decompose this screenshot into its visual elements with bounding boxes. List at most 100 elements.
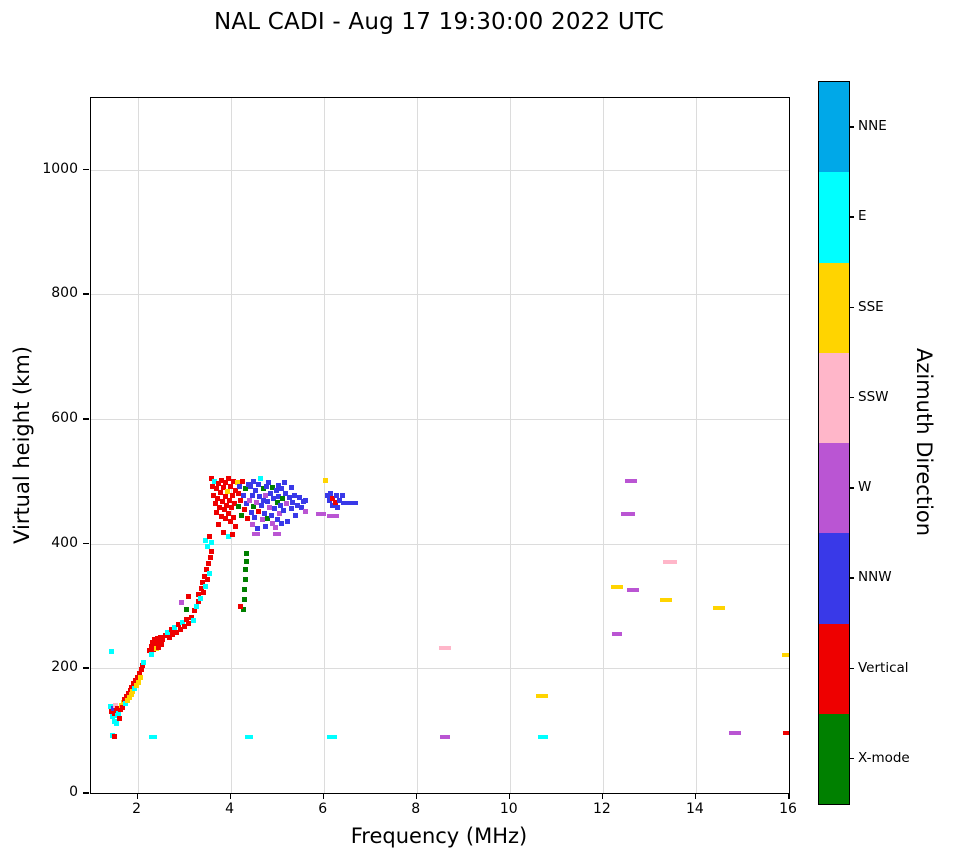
data-point [219,498,225,504]
x-tick [322,793,325,799]
data-point [330,496,336,502]
data-point [111,711,117,717]
data-point [135,674,141,680]
data-point [181,624,187,630]
data-point [260,486,266,492]
data-point [250,522,256,528]
data-point [228,519,234,525]
data-point [241,492,247,498]
data-point [438,646,451,651]
data-point [439,734,450,739]
data-point [621,511,636,516]
data-point [286,495,292,501]
data-point [232,487,238,493]
data-point [271,506,277,512]
x-tick [229,793,232,799]
y-tick-label: 600 [51,410,78,426]
data-point [202,538,208,544]
y-tick [83,168,89,171]
data-point [242,506,248,512]
data-point [279,521,285,527]
x-tick-label: 2 [132,801,141,817]
gridline-vertical [509,98,511,793]
y-tick [83,542,89,545]
data-point [136,670,142,676]
data-point [207,533,213,539]
data-point [323,477,329,483]
data-point [230,531,236,537]
data-point [713,605,726,610]
data-point [234,480,240,486]
data-point [230,478,236,484]
gridline-horizontal [91,294,789,296]
data-point [332,500,338,506]
x-tick-label: 6 [318,801,328,817]
data-point [259,517,265,523]
data-point [262,492,268,498]
data-point [224,502,230,508]
data-point [213,500,219,506]
data-point [611,632,622,637]
gridline-horizontal [91,668,789,670]
data-point [290,500,296,506]
data-point [147,648,153,654]
colorbar-segment [819,713,849,804]
data-point [195,598,201,604]
data-point [258,502,264,508]
data-point [174,629,180,635]
colorbar-tick-label: E [858,208,867,225]
data-point [782,730,789,735]
data-point [254,500,260,506]
data-point [263,523,269,529]
data-point [265,516,271,522]
data-point [284,518,290,524]
data-point [217,490,223,496]
data-point [264,483,270,489]
data-point [153,645,159,651]
data-point [179,619,185,625]
data-point [201,589,207,595]
data-point [124,698,130,704]
data-point [536,694,549,699]
data-point [223,516,229,522]
data-point [215,496,221,502]
data-point [273,487,279,493]
data-point [281,507,287,513]
data-point [108,704,114,710]
data-point [193,603,199,609]
data-point [293,512,299,518]
x-axis-label: Frequency (MHz) [350,824,528,848]
colorbar-segment [819,533,849,624]
data-point [202,573,208,579]
y-tick-label: 1000 [42,160,78,177]
data-point [210,483,216,489]
data-point [216,522,222,528]
data-point [270,496,276,502]
data-point [126,695,132,701]
data-point [298,505,304,511]
data-point [130,688,136,694]
data-point [335,505,341,511]
data-point [243,500,249,506]
data-point [344,501,355,506]
data-point [114,720,120,726]
data-point [538,734,549,739]
data-point [339,492,345,498]
data-point [288,485,294,491]
data-point [246,497,252,503]
data-point [139,662,145,668]
data-point [154,635,160,641]
colorbar-segment [819,623,849,714]
colorbar-tick-label: W [858,479,872,496]
data-point [303,497,309,503]
colorbar-tick-label: Vertical [858,659,909,676]
data-point [257,475,263,481]
y-tick [83,293,89,295]
data-point [132,685,138,691]
data-point [283,491,288,497]
colorbar-segment [819,82,849,173]
data-point [296,495,302,501]
gridline-horizontal [91,793,789,794]
gridline-vertical [137,98,139,793]
colorbar-tick [849,757,854,760]
